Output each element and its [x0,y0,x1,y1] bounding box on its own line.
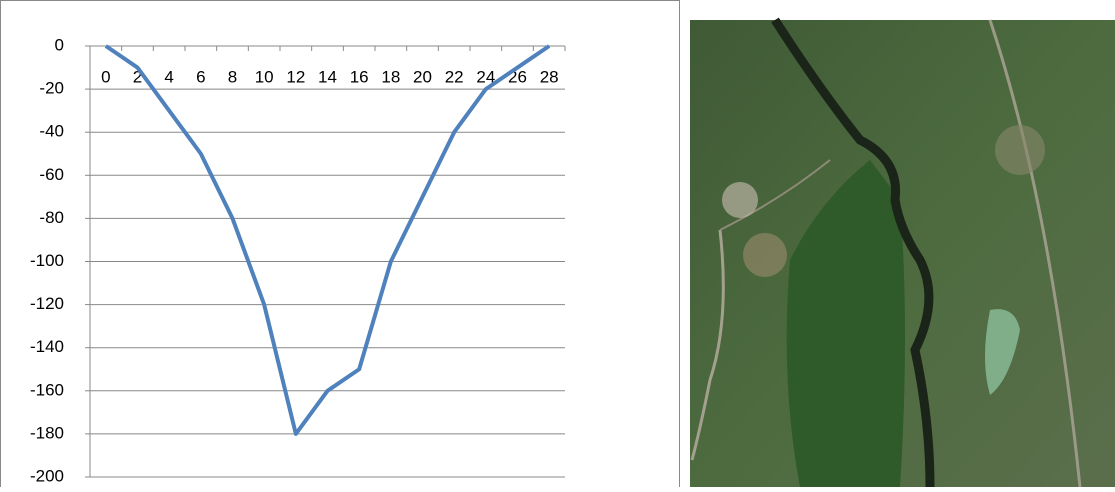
y-tick-label: -40 [39,122,64,141]
y-tick-label: -160 [30,380,64,399]
y-tick-label: -100 [30,251,64,270]
x-tick-label: 18 [381,67,400,86]
x-tick-label: 20 [413,67,432,86]
x-tick-label: 8 [228,67,237,86]
x-tick-label: 12 [286,67,305,86]
x-tick-label: 0 [101,67,110,86]
x-tick-label: 10 [255,67,274,86]
data-line [104,44,551,436]
x-tick-label: 28 [540,67,559,86]
x-tick-label: 4 [164,67,173,86]
y-tick-label: -140 [30,337,64,356]
x-tick-label: 24 [476,67,495,86]
x-tick-label: 22 [445,67,464,86]
y-tick-label: -200 [30,466,64,485]
satellite-image [690,17,1115,488]
y-tick-label: -20 [39,79,64,98]
x-tick-label: 2 [133,67,142,86]
y-tick-label: -120 [30,294,64,313]
y-tick-label: -60 [39,165,64,184]
x-tick-label: 16 [350,67,369,86]
x-tick-label: 6 [196,67,205,86]
x-tick-label: 14 [318,67,337,86]
y-tick-label: -180 [30,423,64,442]
y-tick-label: 0 [55,35,64,54]
chart-border [0,0,680,491]
y-tick-label: -80 [39,208,64,227]
